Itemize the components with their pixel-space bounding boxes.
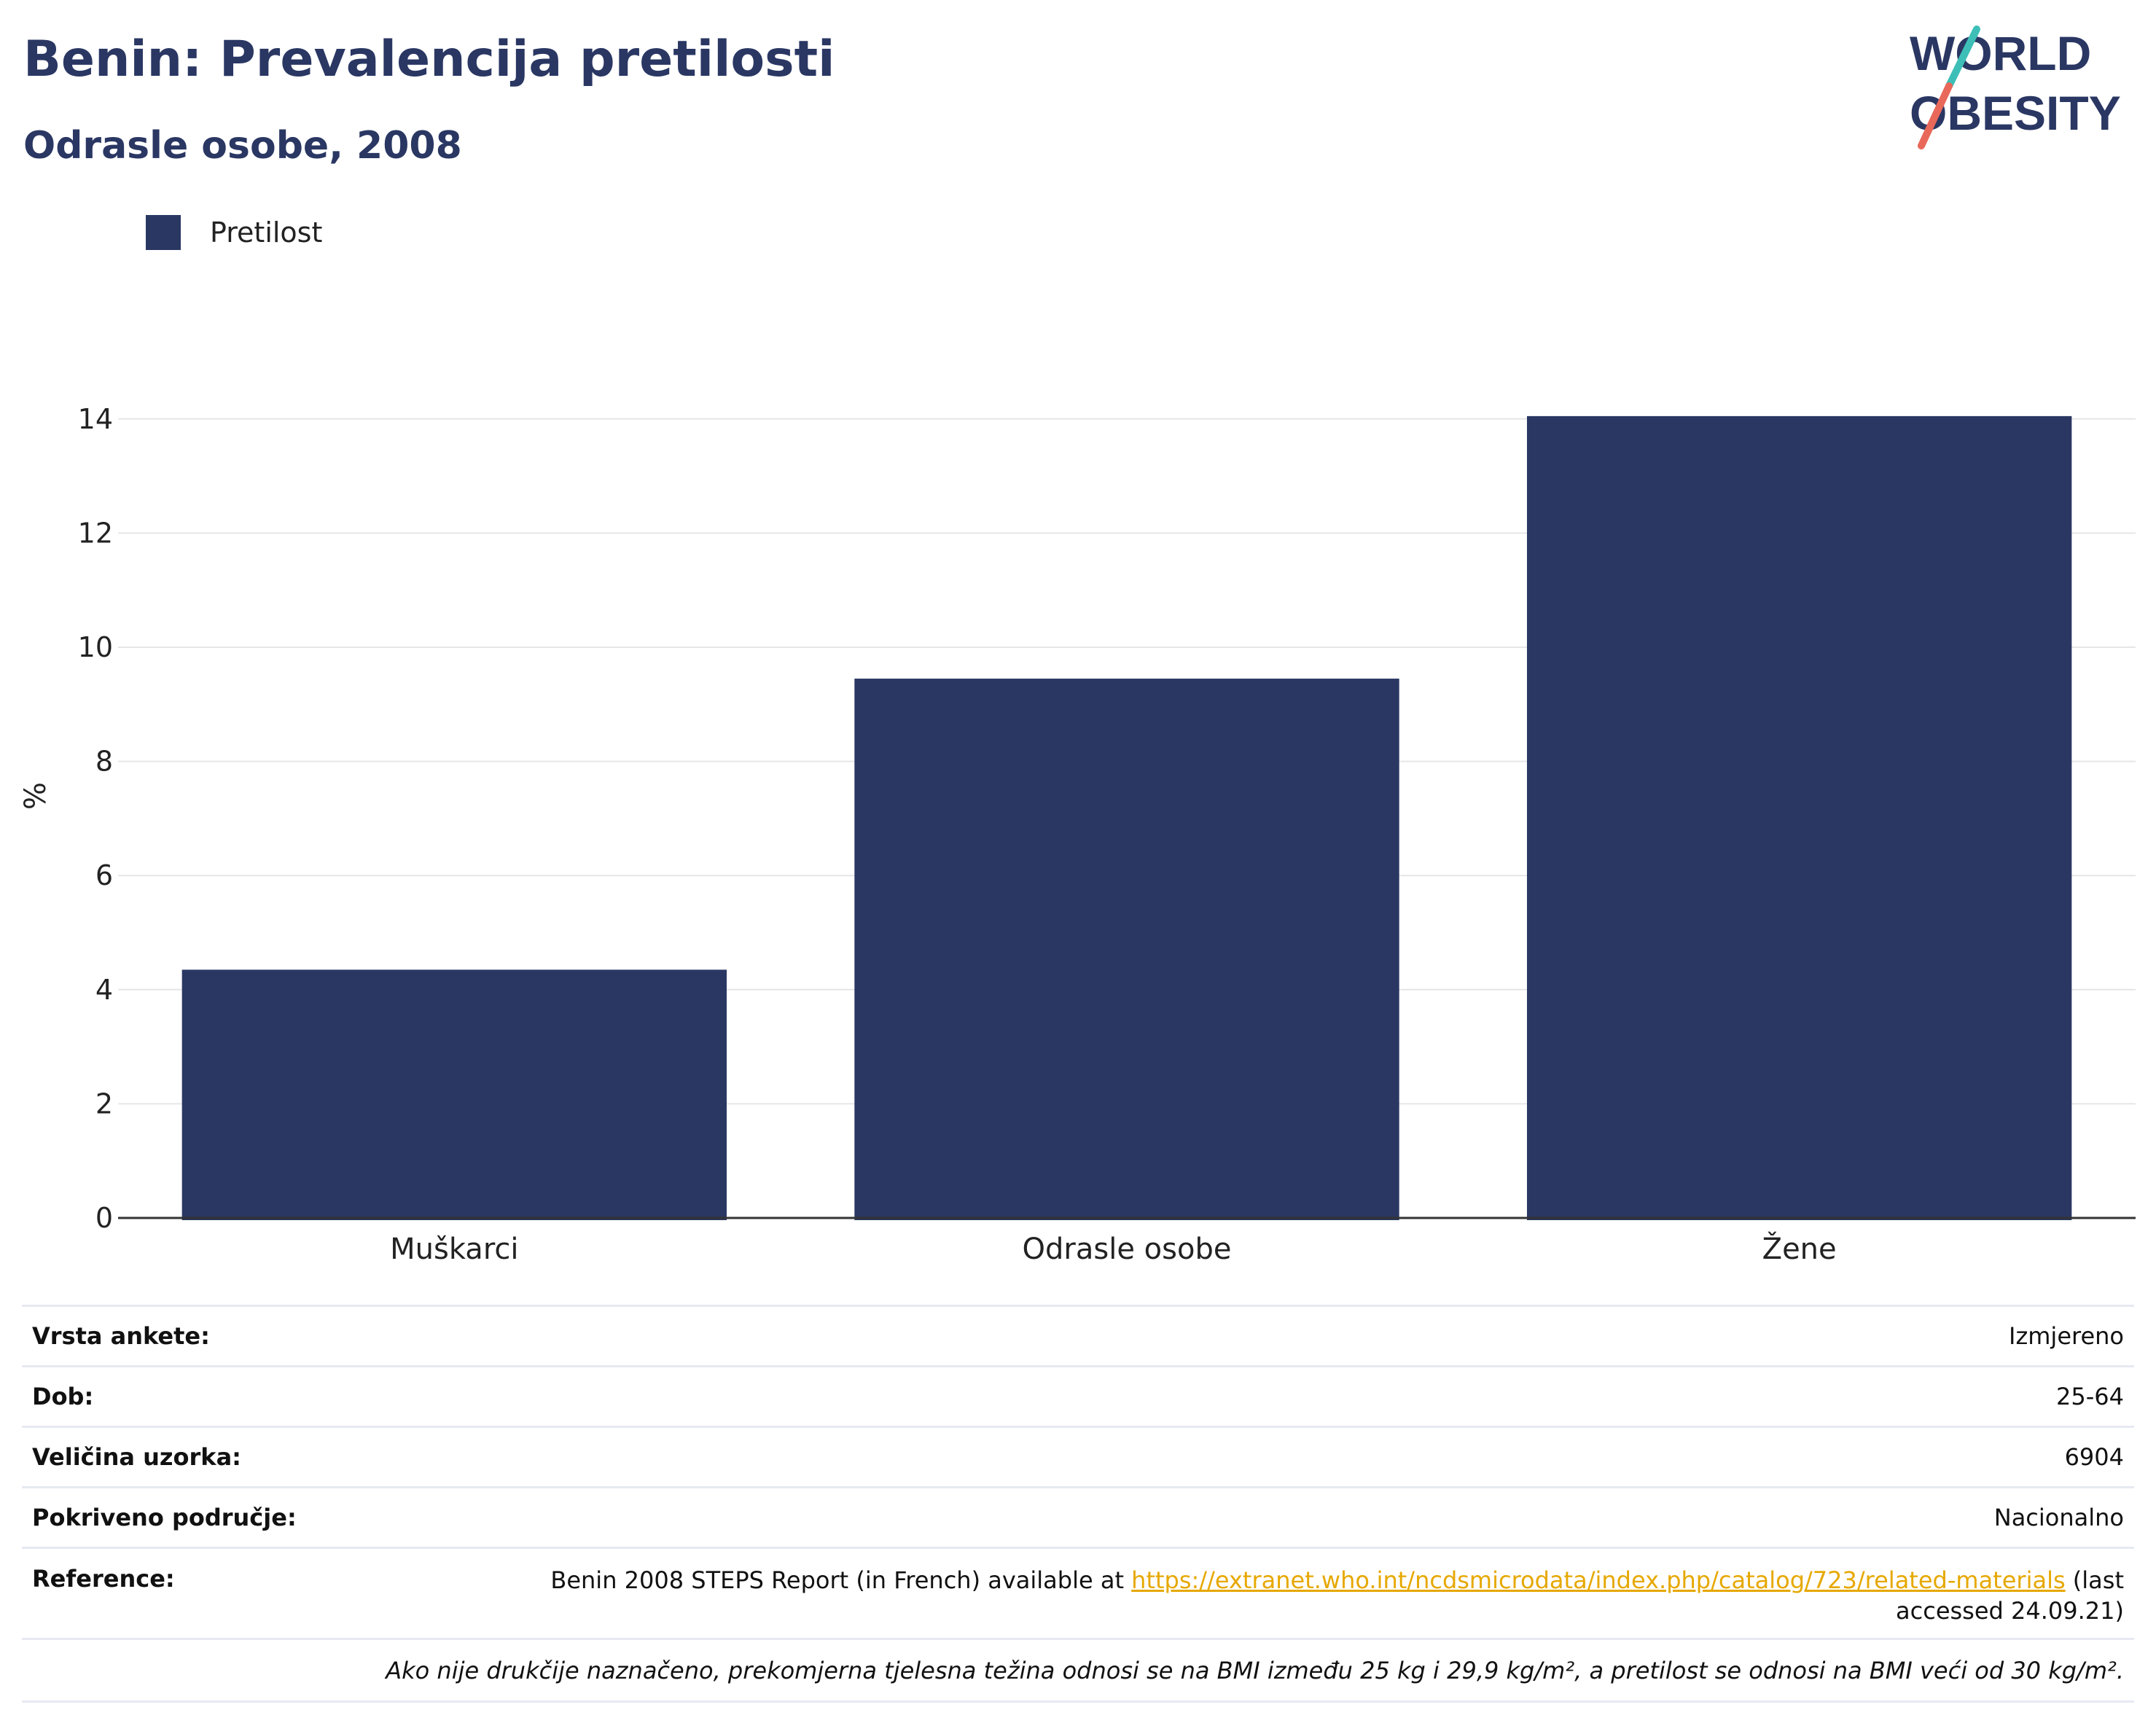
x-tick-label: Žene [1762, 1231, 1837, 1266]
info-row: Dob: 25-64 [22, 1365, 2134, 1426]
chart-title: Benin: Prevalencija pretilosti [23, 31, 835, 88]
info-label: Veličina uzorka: [32, 1443, 241, 1471]
bars [181, 415, 2072, 1220]
legend[interactable]: Pretilost [146, 215, 322, 250]
info-value: Nacionalno [1993, 1504, 2124, 1531]
x-tick-labels: Muškarci Odrasle osobe Žene [390, 1231, 1837, 1266]
info-row: Pokriveno područje: Nacionalno [22, 1486, 2134, 1547]
y-tick-label: 10 [78, 631, 113, 663]
reference-prefix: Benin 2008 STEPS Report (in French) avai… [550, 1566, 1132, 1594]
info-row: Vrsta ankete: Izmjereno [22, 1305, 2134, 1365]
y-axis-label: % [19, 782, 52, 810]
logo-line1: WORLD [1910, 26, 2091, 80]
info-label: Vrsta ankete: [32, 1322, 210, 1350]
bar[interactable] [854, 679, 1399, 1220]
info-value: Izmjereno [2009, 1322, 2124, 1350]
y-tick-label: 4 [95, 974, 113, 1006]
info-value-reference: Benin 2008 STEPS Report (in French) avai… [448, 1565, 2124, 1626]
y-tick-label: 8 [95, 746, 113, 778]
y-tick-label: 6 [95, 859, 113, 891]
reference-suffix: (last accessed 24.09.21) [1896, 1566, 2124, 1625]
logo-slash-top [1945, 26, 1980, 90]
logo-slash-bottom [1918, 82, 1953, 149]
y-tick-label: 12 [78, 517, 113, 549]
x-tick-label: Muškarci [390, 1233, 518, 1266]
y-tick-label: 2 [95, 1087, 113, 1120]
chart-subtitle: Odrasle osobe, 2008 [23, 124, 462, 168]
info-label-reference: Reference: [32, 1565, 175, 1593]
info-value: 6904 [2064, 1443, 2124, 1471]
y-tick-labels: 0 2 4 6 8 10 12 14 [78, 403, 113, 1234]
info-row-reference: Reference: Benin 2008 STEPS Report (in F… [22, 1547, 2134, 1638]
reference-link[interactable]: https://extranet.who.int/ncdsmicrodata/i… [1131, 1566, 2066, 1594]
footnote: Ako nije drukčije naznačeno, prekomjerna… [22, 1638, 2134, 1703]
x-tick-label: Odrasle osobe [1023, 1233, 1232, 1266]
info-table: Vrsta ankete: Izmjereno Dob: 25-64 Veličina … [22, 1305, 2134, 1703]
y-tick-label: 0 [95, 1202, 113, 1234]
info-label: Pokriveno područje: [32, 1504, 297, 1531]
y-tick-label: 14 [78, 403, 113, 435]
bar[interactable] [181, 969, 727, 1220]
legend-swatch-pretilost [146, 215, 181, 250]
bar[interactable] [1526, 415, 2072, 1220]
info-value: 25-64 [2056, 1383, 2124, 1410]
info-row: Veličina uzorka: 6904 [22, 1426, 2134, 1486]
info-label: Dob: [32, 1383, 94, 1410]
bar-chart: 0 2 4 6 8 10 12 14 Muškarci Odrasle osobe Žene % [19, 403, 2136, 1266]
world-obesity-logo: WORLD OBESITY [1910, 26, 2121, 149]
legend-label-pretilost: Pretilost [210, 216, 323, 249]
